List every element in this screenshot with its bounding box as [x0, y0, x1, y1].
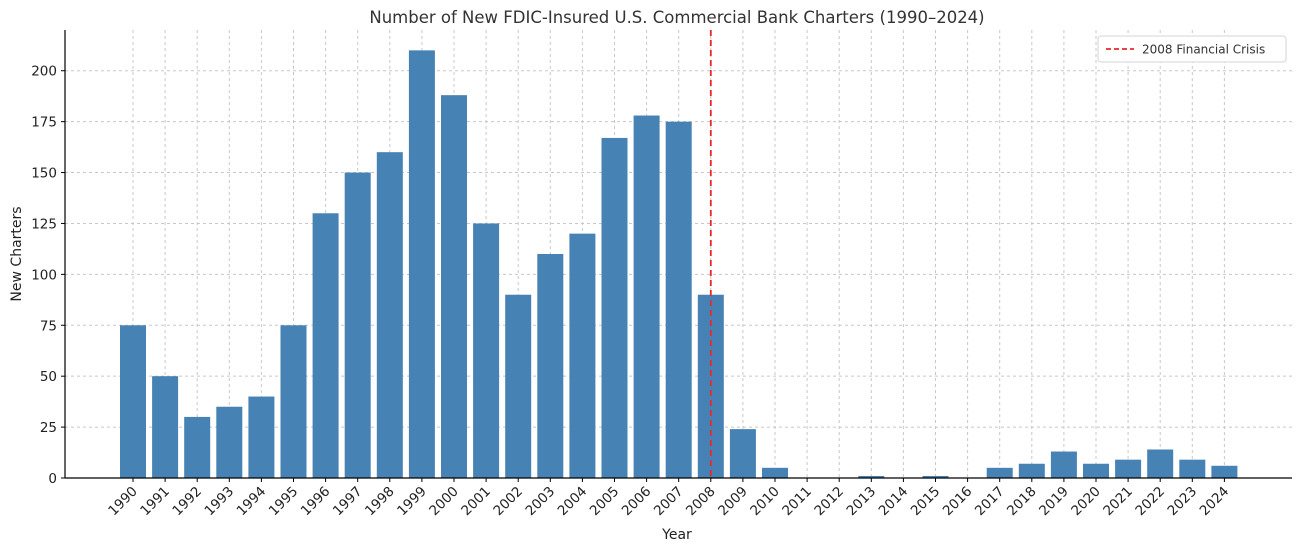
bar-2006	[633, 115, 660, 478]
bar-2001	[473, 223, 500, 478]
x-tick-label: 1997	[330, 484, 366, 520]
x-tick-label: 1998	[362, 484, 398, 520]
x-tick-label: 1996	[298, 484, 334, 520]
x-tick-label: 1999	[394, 484, 430, 520]
x-tick-label: 2012	[811, 484, 847, 520]
bar-2019	[1050, 451, 1077, 478]
x-tick-label: 2005	[587, 484, 623, 520]
x-axis-title: Year	[661, 527, 692, 543]
chart-title: Number of New FDIC-Insured U.S. Commerci…	[369, 8, 984, 27]
x-tick-label: 2006	[619, 484, 655, 520]
bar-1996	[312, 213, 339, 479]
x-tick-label: 2013	[844, 484, 880, 520]
bar-2013	[858, 475, 885, 478]
x-tick-label: 2010	[747, 484, 783, 520]
x-tick-label: 1992	[169, 484, 205, 520]
legend: 2008 Financial Crisis	[1097, 35, 1287, 63]
bar-1994	[248, 396, 275, 478]
x-tick-label: 2023	[1165, 484, 1201, 520]
y-tick-label: 75	[40, 318, 57, 334]
bars	[120, 50, 1238, 479]
x-tick-label: 2020	[1068, 484, 1104, 520]
bar-2005	[601, 137, 628, 478]
bar-2024	[1211, 465, 1238, 478]
bar-1999	[408, 50, 435, 478]
y-tick-label: 200	[31, 64, 57, 80]
bar-2022	[1147, 449, 1174, 478]
x-tick-label: 2009	[715, 484, 751, 520]
bar-1992	[184, 416, 211, 478]
x-tick-label: 2011	[779, 484, 815, 520]
y-tick-label: 125	[31, 216, 57, 232]
x-tick-label: 1993	[202, 484, 238, 520]
x-tick-label: 2001	[458, 484, 494, 520]
y-tick-label: 0	[48, 471, 57, 487]
y-tick-label: 150	[31, 166, 57, 182]
bar-2004	[569, 233, 596, 478]
x-tick-label: 2017	[972, 484, 1008, 520]
x-tick-label: 1991	[137, 484, 173, 520]
x-tick-label: 2024	[1197, 484, 1233, 520]
y-axis-title: New Charters	[9, 206, 25, 301]
legend-box	[1097, 35, 1287, 63]
x-tick-label: 2007	[651, 484, 687, 520]
bar-2007	[665, 121, 692, 479]
y-tick-label: 175	[31, 115, 57, 131]
y-tick-label: 100	[31, 267, 57, 283]
bar-1990	[120, 325, 146, 478]
x-tick-label: 2016	[940, 484, 976, 520]
bar-2000	[441, 95, 467, 478]
bar-2002	[505, 294, 532, 478]
bar-2010	[762, 467, 788, 478]
bar-2018	[1018, 463, 1045, 478]
bar-2015	[922, 475, 949, 478]
x-tick-label: 2000	[426, 484, 462, 520]
bar-1991	[152, 376, 179, 478]
y-tick-label: 50	[40, 369, 57, 385]
bar-2021	[1115, 459, 1142, 478]
legend-label: 2008 Financial Crisis	[1142, 43, 1265, 57]
x-tick-label: 2003	[523, 484, 559, 520]
bar-1995	[280, 325, 307, 478]
bar-2020	[1083, 463, 1109, 478]
x-tick-label: 2019	[1036, 484, 1072, 520]
x-tick-label: 2008	[683, 484, 719, 520]
bar-2003	[537, 254, 564, 478]
x-tick-label: 1994	[234, 484, 270, 520]
bar-2017	[986, 467, 1013, 478]
x-tick-label: 2018	[1004, 484, 1040, 520]
bar-2023	[1179, 459, 1206, 478]
bar-1993	[216, 406, 243, 478]
x-tick-label: 2004	[555, 484, 591, 520]
x-tick-label: 2014	[876, 484, 912, 520]
bar-2009	[729, 429, 756, 478]
x-tick-label: 1990	[105, 484, 141, 520]
y-tick-label: 25	[40, 420, 57, 436]
x-tick-label: 2002	[490, 484, 526, 520]
tick-labels: 0255075100125150175200199019911992199319…	[31, 64, 1232, 519]
x-tick-label: 1995	[266, 484, 302, 520]
x-tick-label: 2015	[908, 484, 944, 520]
bar-1998	[376, 152, 403, 478]
x-tick-label: 2021	[1100, 484, 1136, 520]
x-tick-label: 2022	[1132, 484, 1168, 520]
bar-1997	[344, 172, 371, 478]
